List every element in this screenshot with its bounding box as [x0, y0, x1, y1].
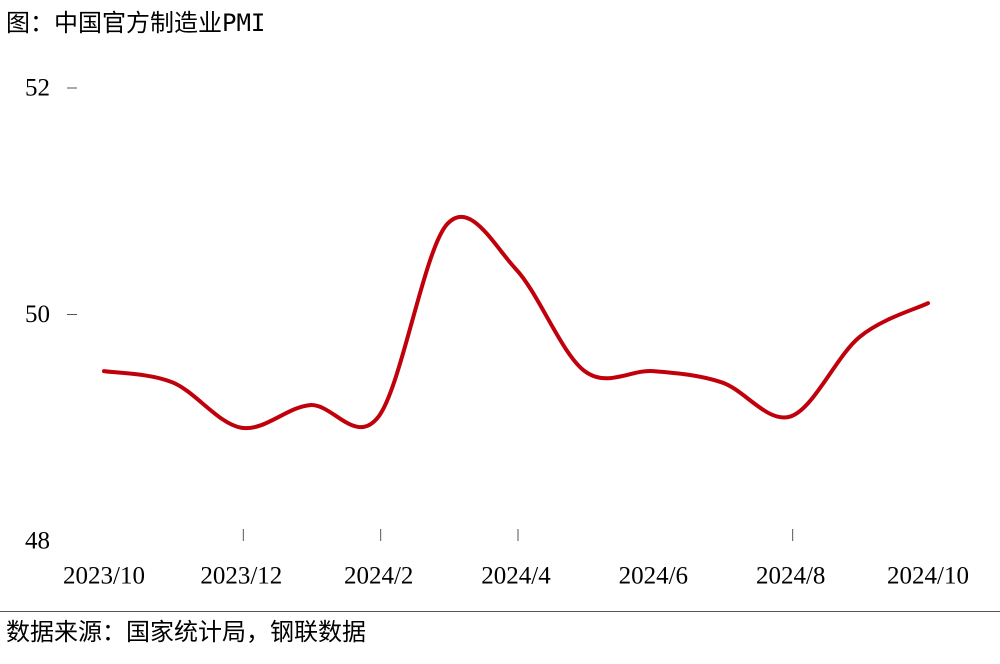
- source-note: 数据来源：国家统计局，钢联数据: [6, 618, 366, 646]
- pmi-data-point: [514, 267, 518, 271]
- x-tick-label: 2024/4: [481, 563, 551, 590]
- pmi-data-point: [239, 426, 243, 430]
- x-tick-label: 2024/8: [756, 563, 825, 590]
- pmi-data-point: [583, 369, 587, 373]
- y-tick-label: 48: [25, 528, 50, 555]
- y-axis: 52 50 48: [25, 75, 77, 555]
- pmi-data-point: [926, 301, 930, 305]
- y-tick-label: 50: [25, 301, 50, 328]
- pmi-data-point: [171, 380, 175, 384]
- pmi-series-line: [102, 214, 930, 431]
- pmi-data-point: [308, 403, 312, 407]
- x-tick-label: 2024/2: [344, 563, 413, 590]
- series-layer: [102, 214, 930, 431]
- x-tick-label: 2024/10: [887, 563, 969, 590]
- pmi-data-point: [857, 335, 861, 339]
- footer-divider: [0, 611, 1000, 612]
- x-axis: 2023/10 2023/12 2024/2 2024/4 2024/6 2024/8 20…: [63, 529, 969, 590]
- pmi-data-point: [377, 414, 381, 418]
- pmi-data-point: [651, 369, 655, 373]
- chart-title: 图：中国官方制造业PMI: [6, 9, 266, 37]
- x-tick-label: 2023/10: [63, 563, 145, 590]
- y-tick-label: 52: [25, 75, 50, 102]
- pmi-data-point: [720, 380, 724, 384]
- x-tick-label: 2024/6: [619, 563, 688, 590]
- x-tick-label: 2023/12: [200, 563, 282, 590]
- pmi-data-point: [789, 414, 793, 418]
- pmi-data-point: [102, 369, 106, 373]
- pmi-data-point: [445, 222, 449, 226]
